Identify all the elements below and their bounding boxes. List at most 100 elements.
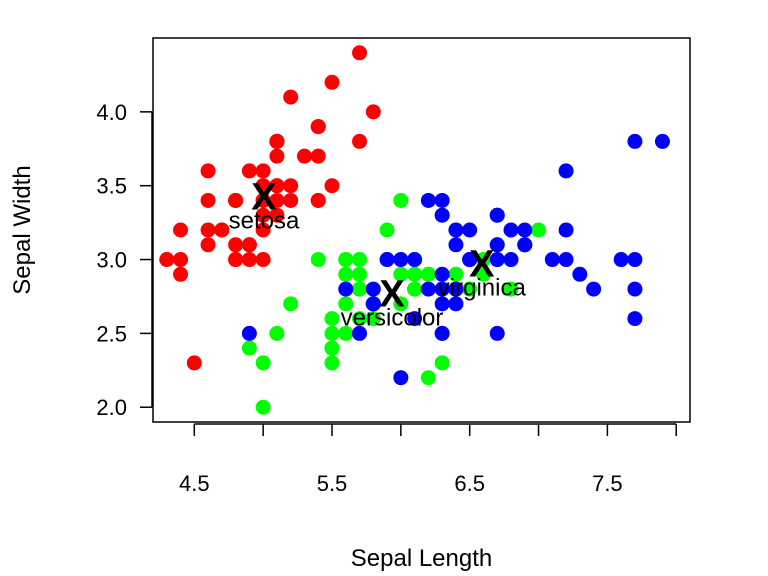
- center-label: virginica: [438, 274, 527, 301]
- x-axis: 4.5 5.5 6.5 7.5: [179, 423, 677, 496]
- data-point: [255, 222, 271, 238]
- data-point: [489, 325, 505, 341]
- data-point: [448, 266, 464, 282]
- data-point: [365, 281, 381, 297]
- center-marker: X: [469, 243, 495, 285]
- data-point: [475, 266, 491, 282]
- series-1: [159, 45, 381, 371]
- data-point: [448, 281, 464, 297]
- data-point: [255, 399, 271, 415]
- data-point: [434, 207, 450, 223]
- data-point: [200, 222, 216, 238]
- data-point: [558, 222, 574, 238]
- data-point: [255, 192, 271, 208]
- data-point: [475, 252, 491, 268]
- data-point: [448, 296, 464, 312]
- data-point: [434, 355, 450, 371]
- data-point: [283, 178, 299, 194]
- data-point: [338, 252, 354, 268]
- data-point: [517, 222, 533, 238]
- data-point: [296, 148, 312, 164]
- data-point: [434, 296, 450, 312]
- data-point: [310, 252, 326, 268]
- y-tick-label: 3.0: [96, 248, 127, 273]
- data-point: [269, 207, 285, 223]
- data-point: [241, 340, 257, 356]
- data-point: [241, 325, 257, 341]
- plot-frame: [152, 37, 691, 423]
- data-point: [393, 252, 409, 268]
- data-point: [544, 252, 560, 268]
- data-point: [393, 266, 409, 282]
- data-point: [448, 222, 464, 238]
- data-point: [255, 207, 271, 223]
- data-point: [324, 311, 340, 327]
- data-point: [434, 266, 450, 282]
- data-point: [352, 252, 368, 268]
- data-point: [393, 192, 409, 208]
- data-point: [558, 252, 574, 268]
- data-point: [572, 266, 588, 282]
- data-point: [352, 266, 368, 282]
- data-point: [420, 192, 436, 208]
- data-point: [420, 281, 436, 297]
- data-point: [613, 252, 629, 268]
- data-point: [627, 281, 643, 297]
- y-axis-title: Sepal Width: [9, 165, 36, 294]
- data-point: [448, 237, 464, 253]
- data-point: [503, 222, 519, 238]
- data-point: [324, 325, 340, 341]
- data-point: [324, 178, 340, 194]
- data-point: [352, 325, 368, 341]
- data-point: [489, 252, 505, 268]
- data-point: [434, 192, 450, 208]
- data-point: [241, 237, 257, 253]
- data-point: [352, 133, 368, 149]
- data-point: [214, 222, 230, 238]
- data-point: [338, 325, 354, 341]
- data-point: [310, 119, 326, 135]
- data-point: [627, 252, 643, 268]
- x-tick-label: 6.5: [454, 471, 485, 496]
- x-tick-label: 7.5: [592, 471, 623, 496]
- data-point: [338, 281, 354, 297]
- data-point: [186, 355, 202, 371]
- data-point: [269, 192, 285, 208]
- data-point: [393, 370, 409, 386]
- data-point: [269, 148, 285, 164]
- data-point: [228, 237, 244, 253]
- points-layer: [159, 45, 670, 415]
- data-point: [338, 266, 354, 282]
- data-point: [586, 281, 602, 297]
- data-point: [489, 237, 505, 253]
- data-point: [503, 281, 519, 297]
- data-point: [407, 252, 423, 268]
- data-point: [365, 296, 381, 312]
- data-point: [407, 281, 423, 297]
- data-point: [531, 222, 547, 238]
- data-point: [228, 252, 244, 268]
- data-point: [407, 311, 423, 327]
- data-point: [407, 266, 423, 282]
- data-point: [200, 163, 216, 179]
- data-point: [489, 207, 505, 223]
- data-point: [324, 355, 340, 371]
- data-point: [269, 178, 285, 194]
- data-point: [283, 89, 299, 105]
- data-point: [255, 355, 271, 371]
- y-tick-label: 2.5: [96, 321, 127, 346]
- y-axis: 2.0 2.5 3.0 3.5 4.0: [96, 100, 153, 420]
- data-point: [255, 178, 271, 194]
- data-point: [310, 192, 326, 208]
- data-point: [159, 252, 175, 268]
- data-point: [462, 281, 478, 297]
- data-point: [352, 281, 368, 297]
- data-point: [462, 252, 478, 268]
- data-point: [654, 133, 670, 149]
- data-point: [627, 311, 643, 327]
- data-point: [517, 237, 533, 253]
- data-point: [173, 252, 189, 268]
- data-point: [365, 311, 381, 327]
